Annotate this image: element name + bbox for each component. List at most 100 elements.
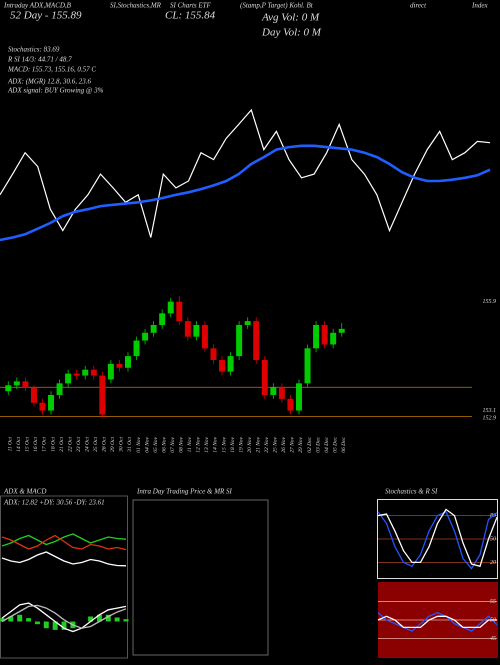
y-tick-label: 152.9: [483, 416, 497, 422]
x-tick-label: 11 Nov: [187, 436, 193, 452]
info-line: MACD: 155.73, 155.16, 0.57 C: [7, 66, 96, 74]
series-line: [1, 534, 127, 551]
series-line: [1, 551, 127, 567]
candle-body: [219, 360, 226, 372]
panel-frame: [0, 495, 128, 659]
candle-body: [270, 387, 277, 395]
x-tick-label: 31 Oct: [127, 437, 133, 453]
candle-body: [39, 402, 46, 411]
x-tick-label: 28 Oct: [102, 437, 108, 452]
candle-body: [30, 387, 37, 403]
series-line: [377, 510, 498, 570]
candle-body: [13, 381, 20, 386]
strip-text: Index: [471, 2, 488, 10]
candle-body: [150, 325, 157, 333]
panel-frame: [132, 499, 269, 656]
x-tick-label: 17 Oct: [42, 437, 48, 452]
strip-text: SI Charts ETF: [170, 2, 212, 10]
histogram-bar: [26, 618, 32, 622]
series-line: [0, 108, 491, 238]
histogram-bar: [43, 621, 49, 629]
y-tick-label: 153.1: [483, 408, 497, 414]
period-label: 52 Day - 155.89: [10, 10, 82, 22]
x-tick-label: 05 Dec: [332, 436, 338, 452]
candle-body: [210, 348, 217, 360]
candle-body: [82, 369, 89, 376]
candle-body: [253, 321, 260, 360]
candle-body: [278, 387, 285, 399]
histogram-bar: [88, 616, 94, 622]
x-tick-label: 04 Nov: [143, 436, 150, 452]
candle-body: [124, 356, 131, 368]
x-tick-label: 15 Nov: [221, 436, 227, 452]
x-tick-label: 21 Nov: [255, 436, 261, 452]
histogram-bar: [0, 618, 5, 622]
candle-body: [244, 321, 251, 325]
histogram-bar: [17, 614, 23, 622]
x-tick-label: 20 Nov: [247, 436, 253, 452]
y-tick-label: 45: [490, 635, 496, 642]
strip-text: direct: [410, 2, 427, 10]
histogram-bar: [8, 616, 14, 622]
info-line: R SI 14/3: 44.71 / 48.7: [7, 56, 72, 64]
series-line: [377, 611, 498, 632]
candle-body: [22, 381, 29, 388]
candle-body: [236, 325, 243, 357]
x-tick-label: 08 Nov: [179, 436, 185, 452]
histogram-bar: [114, 617, 120, 622]
series-line: [1, 602, 127, 633]
x-tick-label: 14 Oct: [15, 437, 22, 452]
panel-title: Stochastics & R SI: [385, 488, 438, 496]
x-tick-label: 06 Nov: [161, 436, 167, 452]
x-tick-label: 21 Oct: [59, 437, 65, 452]
histogram-bar: [34, 621, 40, 625]
x-tick-label: 11 Oct: [8, 437, 14, 452]
x-tick-label: 22 Nov: [264, 436, 270, 452]
candle-body: [295, 383, 302, 411]
candle-body: [56, 383, 63, 395]
x-tick-label: 25 Oct: [93, 437, 99, 452]
x-tick-label: 24 Oct: [83, 437, 90, 452]
x-tick-label: 29 Oct: [110, 437, 116, 452]
day-volume: Day Vol: 0 M: [261, 27, 322, 39]
histogram-bar: [96, 614, 102, 622]
candle-body: [5, 385, 12, 392]
x-tick-label: 14 Nov: [212, 436, 219, 452]
x-tick-label: 25 Nov: [273, 436, 279, 452]
candle-body: [330, 332, 337, 345]
x-tick-label: 27 Nov: [290, 436, 296, 452]
candle-body: [107, 363, 114, 380]
histogram-bar: [61, 621, 67, 630]
y-tick-label: 20: [490, 560, 496, 566]
x-tick-label: 03 Dec: [315, 436, 321, 452]
series-line: [377, 615, 497, 629]
candle-body: [133, 340, 140, 357]
info-line: Stochastics: 83.69: [8, 46, 60, 54]
x-tick-label: 26 Nov: [281, 436, 287, 452]
panel-frame: [377, 499, 498, 579]
info-line: ADX: (MGR) 12.8, 30.6, 23.6: [7, 78, 92, 86]
candle-body: [193, 325, 200, 337]
candle-body: [48, 395, 55, 411]
x-tick-label: 18 Oct: [50, 437, 56, 452]
x-tick-label: 06 Dec: [341, 436, 347, 452]
candle-body: [159, 313, 166, 325]
histogram-bar: [123, 619, 129, 622]
x-tick-label: 16 Oct: [33, 437, 39, 452]
panel-subtitle: ADX: 12.82 +DY: 30.56 -DY: 23.61: [3, 499, 105, 507]
x-tick-label: 15 Oct: [25, 437, 31, 452]
candle-body: [99, 375, 106, 415]
x-tick-label: 01 Nov: [136, 436, 142, 452]
candle-body: [65, 373, 72, 384]
candle-body: [73, 373, 80, 376]
candle-body: [321, 325, 328, 345]
candle-body: [201, 325, 208, 349]
candle-body: [338, 328, 345, 333]
x-tick-label: 19 Nov: [238, 436, 244, 452]
x-tick-label: 05 Nov: [153, 436, 159, 452]
candle-body: [304, 348, 311, 384]
x-tick-label: 07 Nov: [170, 436, 176, 452]
x-tick-label: 18 Nov: [230, 436, 236, 452]
